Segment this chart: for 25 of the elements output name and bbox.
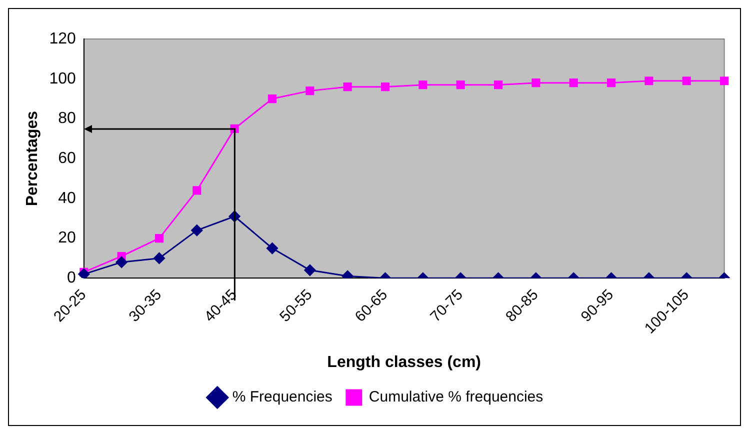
point xyxy=(532,78,540,88)
point xyxy=(606,78,616,88)
y-tick-label: 60 xyxy=(58,150,76,167)
point xyxy=(380,82,390,92)
point xyxy=(418,80,428,90)
y-tick-label: 20 xyxy=(58,230,76,247)
point xyxy=(268,94,277,104)
point xyxy=(192,186,202,195)
point xyxy=(569,78,578,88)
legend-label: % Frequencies xyxy=(232,388,332,406)
point xyxy=(720,76,729,86)
point xyxy=(456,80,465,90)
point xyxy=(306,86,314,96)
x-axis-title: Length classes (cm) xyxy=(327,354,481,371)
legend-label: Cumulative % frequencies xyxy=(368,388,544,406)
y-axis-title: Percentages xyxy=(24,110,42,206)
y-tick-label: 0 xyxy=(66,270,76,287)
point xyxy=(494,80,503,90)
y-tick-label: 120 xyxy=(49,30,76,48)
point xyxy=(682,76,691,86)
y-tick-label: 80 xyxy=(58,110,76,128)
point xyxy=(343,82,352,92)
y-tick-label: 100 xyxy=(49,70,76,88)
y-tick-label: 40 xyxy=(58,190,76,207)
point xyxy=(644,76,654,86)
